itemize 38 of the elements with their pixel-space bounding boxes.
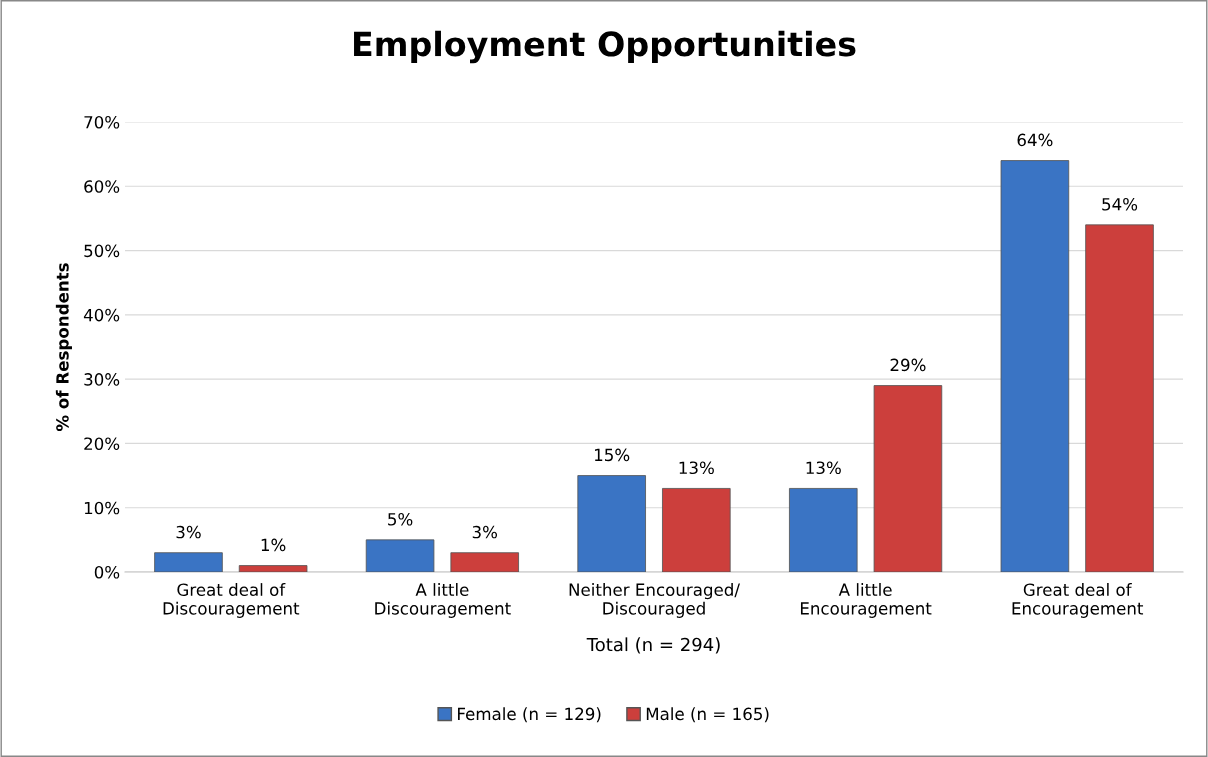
data-label: 5% bbox=[388, 512, 413, 526]
legend-label: Female (n = 129) bbox=[458, 707, 601, 723]
bar bbox=[662, 488, 731, 572]
bar bbox=[450, 552, 519, 572]
data-label: 3% bbox=[472, 525, 498, 539]
y-axis-title: % of Respondents bbox=[55, 263, 72, 432]
x-tick-label: Great deal of Encouragement bbox=[1012, 583, 1144, 618]
bar bbox=[238, 565, 308, 572]
bar bbox=[154, 552, 223, 572]
data-label: 13% bbox=[806, 461, 841, 475]
data-label: 54% bbox=[1102, 197, 1138, 211]
data-label: 29% bbox=[890, 358, 926, 372]
bar bbox=[1085, 224, 1154, 572]
bar bbox=[873, 385, 943, 572]
data-label: 13% bbox=[679, 461, 714, 475]
x-tick-label: A little Encouragement bbox=[800, 583, 932, 618]
bar bbox=[577, 475, 646, 572]
data-label: 3% bbox=[176, 525, 201, 539]
bar bbox=[1000, 160, 1070, 572]
y-tick-label: 0% bbox=[94, 565, 120, 579]
x-tick-label: A little Discouragement bbox=[375, 583, 511, 618]
y-tick-label: 50% bbox=[84, 244, 120, 258]
data-label: 1% bbox=[261, 538, 286, 552]
x-tick-label: Great deal of Discouragement bbox=[163, 583, 300, 618]
y-tick-label: 20% bbox=[84, 437, 120, 450]
legend-label: Male (n = 165) bbox=[646, 707, 769, 723]
y-tick-label: 30% bbox=[84, 373, 120, 386]
y-tick-label: 40% bbox=[83, 308, 120, 322]
x-tick-label: Neither Encouraged/ Discouraged bbox=[569, 583, 740, 618]
x-axis-title: Total (n = 294) bbox=[586, 637, 720, 654]
bar bbox=[365, 539, 435, 572]
bar bbox=[789, 488, 858, 572]
chart-title: Employment Opportunities bbox=[354, 30, 856, 64]
y-tick-label: 70% bbox=[84, 115, 120, 129]
data-label: 64% bbox=[1017, 133, 1053, 147]
y-tick-label: 10% bbox=[84, 501, 120, 515]
data-label: 15% bbox=[594, 448, 630, 462]
y-tick-label: 60% bbox=[84, 180, 120, 193]
